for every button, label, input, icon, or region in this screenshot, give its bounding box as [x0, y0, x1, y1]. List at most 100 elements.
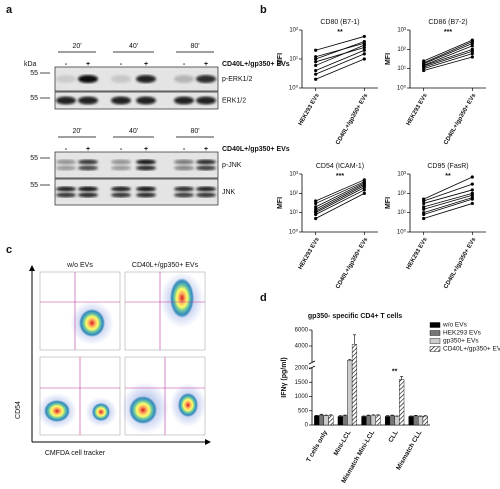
point: [470, 201, 474, 206]
y-tick-label: 10⁰: [397, 85, 407, 92]
bar: [328, 415, 334, 426]
column-title: CD40L+/gp350+ EVs: [132, 262, 199, 269]
legend-swatch: [429, 330, 441, 336]
band: [196, 159, 216, 165]
legend-swatch: [429, 346, 441, 352]
protein-label: ERK1/2: [222, 97, 246, 104]
series-line: [315, 192, 365, 219]
point: [362, 191, 366, 195]
series-line: [423, 56, 473, 71]
band: [56, 75, 76, 83]
point: [470, 52, 474, 56]
series-line: [315, 44, 365, 66]
error-bar: [414, 415, 418, 416]
significance: ***: [336, 173, 344, 180]
chart-title: CD86 (B7-2): [428, 19, 467, 26]
bar: [418, 416, 424, 426]
error-bar: [371, 414, 375, 416]
band: [111, 96, 131, 105]
point: [362, 34, 366, 39]
bar: [361, 416, 367, 426]
series-line: [315, 187, 365, 214]
panel-label: b: [260, 4, 267, 16]
band: [174, 165, 194, 171]
band: [78, 75, 98, 83]
series-line: [315, 53, 365, 75]
error-bar: [367, 414, 371, 416]
band: [174, 75, 194, 83]
series-line: [423, 41, 473, 64]
band: [111, 186, 131, 192]
x-tick-label: HEK293 EVs: [298, 92, 321, 126]
band: [78, 159, 98, 165]
y-tick-label: 10⁰: [397, 229, 407, 236]
point: [314, 60, 318, 64]
point: [314, 207, 318, 211]
y-tick-label: 1000: [295, 394, 309, 400]
time-label: 20': [72, 128, 81, 135]
treatment-label: CD40L+/gp350+ EVs: [222, 146, 290, 153]
bar: [366, 415, 372, 426]
error-bar: [329, 414, 333, 416]
blot: [54, 151, 219, 179]
series-line: [423, 39, 473, 62]
bar: [389, 415, 395, 426]
series-line: [315, 183, 365, 210]
significance: **: [337, 29, 343, 36]
treatment-sign: +: [86, 146, 90, 153]
error-bar: [386, 415, 390, 417]
band: [174, 186, 194, 192]
bar: [347, 360, 353, 426]
series-line: [423, 189, 473, 204]
y-tick-label: 10¹: [289, 57, 298, 63]
x-tick-label: CD40L+/gp350+ EVs: [443, 236, 478, 290]
time-label: 40': [129, 128, 138, 135]
bar: [422, 415, 428, 426]
axis-label: MFI: [277, 53, 284, 65]
bar: [318, 414, 324, 426]
chart-title: CD80 (B7-1): [320, 19, 359, 26]
band: [78, 165, 98, 171]
point: [470, 188, 474, 192]
error-bar: [362, 415, 366, 417]
y-tick-label: 2000: [295, 366, 309, 372]
axis-break: [308, 360, 316, 365]
panel-label: a: [6, 4, 13, 16]
point: [422, 205, 426, 209]
series-line: [315, 179, 365, 202]
y-tick-label: 10³: [289, 172, 298, 178]
series-line: [423, 43, 473, 65]
kda-marker: 55: [30, 95, 38, 102]
blot: [54, 178, 219, 206]
band: [136, 186, 156, 192]
treatment-sign: +: [204, 146, 208, 153]
series-line: [423, 53, 473, 70]
point: [314, 55, 318, 59]
error-bar: [343, 414, 347, 416]
series-line: [423, 176, 473, 200]
error-bar: [348, 359, 352, 361]
error-bar: [423, 415, 427, 417]
series-line: [423, 197, 473, 214]
point: [362, 188, 366, 192]
kda-marker: 55: [30, 155, 38, 162]
y-tick-label: 10⁰: [289, 85, 299, 92]
protein-label: p-ERK1/2: [222, 76, 252, 83]
series-line: [423, 203, 473, 219]
error-bar: [395, 415, 399, 417]
point: [362, 57, 366, 61]
band: [174, 159, 194, 165]
band: [111, 192, 131, 198]
y-tick-label: 10⁰: [289, 229, 299, 236]
flow-plots: [29, 265, 211, 445]
error-bar: [324, 414, 328, 416]
band: [196, 75, 216, 83]
x-tick-label: CD40L+/gp350+ EVs: [443, 92, 478, 146]
band: [111, 159, 131, 165]
point: [470, 38, 474, 42]
panel-label: c: [6, 244, 12, 256]
point: [470, 47, 474, 51]
y-tick-label: 10³: [397, 172, 406, 178]
y-tick-label: 10²: [289, 191, 298, 197]
